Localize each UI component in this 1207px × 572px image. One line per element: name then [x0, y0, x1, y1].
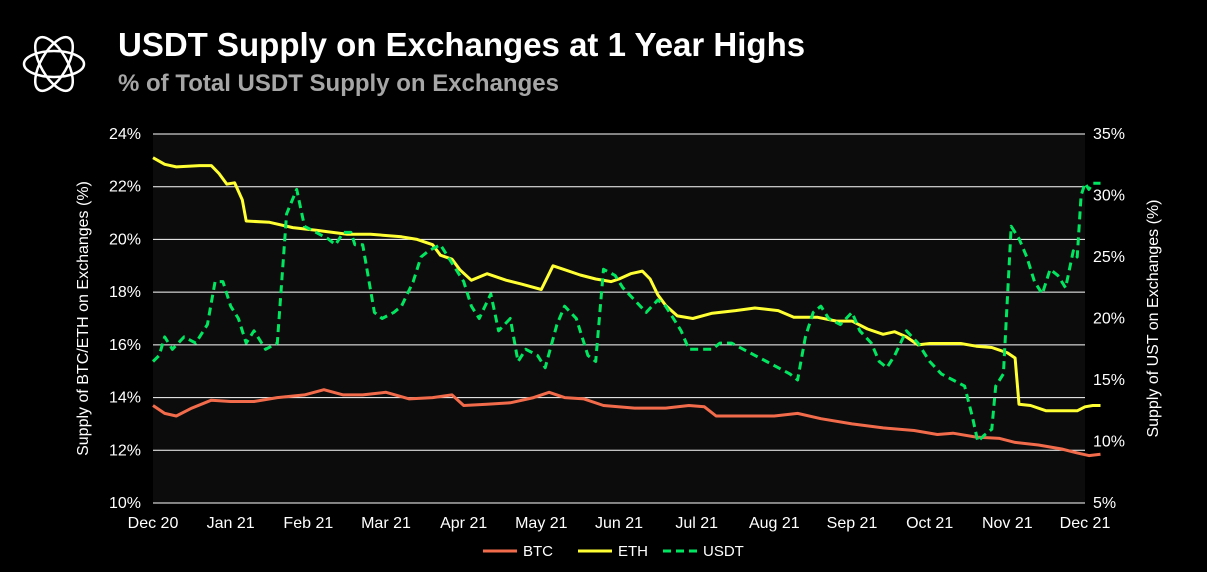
x-tick-label: Apr 21	[440, 515, 487, 532]
x-tick-label: Jul 21	[675, 515, 718, 532]
y-right-tick-label: 10%	[1093, 434, 1125, 451]
legend: BTC ETH USDT	[483, 543, 744, 560]
y-right-tick-label: 20%	[1093, 311, 1125, 328]
legend-label-btc: BTC	[523, 543, 553, 560]
x-tick-label: Jun 21	[595, 515, 643, 532]
legend-label-usdt: USDT	[703, 543, 744, 560]
y-right-tick-label: 35%	[1093, 126, 1125, 143]
y-right-tick-label: 30%	[1093, 188, 1125, 205]
y-left-axis-label: Supply of BTC/ETH on Exchanges (%)	[75, 181, 92, 456]
x-tick-label: Jan 21	[207, 515, 255, 532]
y-left-tick-label: 10%	[109, 495, 141, 512]
y-left-tick-label: 20%	[109, 231, 141, 248]
y-left-tick-label: 22%	[109, 179, 141, 196]
x-tick-label: Aug 21	[749, 515, 800, 532]
series-line-btc	[152, 388, 1101, 458]
chart-title: USDT Supply on Exchanges at 1 Year Highs	[118, 26, 806, 63]
y-left-tick-label: 24%	[109, 126, 141, 143]
y-left-tick-label: 12%	[109, 442, 141, 459]
axes: 10% 12% 14% 16% 18% 20% 22% 24% 5% 10% 15% 20% 25% 30…	[75, 126, 1162, 532]
x-tick-label: Feb 21	[283, 515, 333, 532]
y-right-tick-label: 25%	[1093, 249, 1125, 266]
x-tick-label: Dec 21	[1060, 515, 1111, 532]
y-left-tick-label: 14%	[109, 390, 141, 407]
brand-logo-icon	[22, 35, 86, 93]
series-line-eth	[152, 156, 1101, 413]
x-tick-label: Sep 21	[827, 515, 878, 532]
plot-area	[153, 134, 1085, 503]
x-tick-label: May 21	[515, 515, 568, 532]
x-tick-label: Oct 21	[906, 515, 953, 532]
x-tick-label: Mar 21	[361, 515, 411, 532]
y-right-tick-label: 5%	[1093, 495, 1116, 512]
y-left-tick-label: 16%	[109, 337, 141, 354]
y-left-tick-label: 18%	[109, 284, 141, 301]
x-tick-label: Nov 21	[982, 515, 1033, 532]
chart-subtitle: % of Total USDT Supply on Exchanges	[118, 70, 559, 97]
legend-label-eth: ETH	[618, 543, 648, 560]
x-tick-label: Dec 20	[128, 515, 179, 532]
series-lines	[151, 156, 1101, 458]
y-right-tick-label: 15%	[1093, 372, 1125, 389]
y-right-axis-label: Supply of UST on Exchanges (%)	[1145, 199, 1162, 437]
